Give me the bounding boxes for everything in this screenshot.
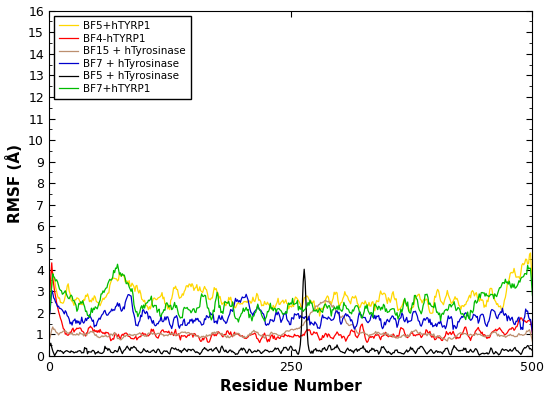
- BF7 + hTyrosinase: [47, 312, 53, 316]
- BF4-hTYRP1: [48, 260, 55, 265]
- X-axis label: Residue Number: Residue Number: [220, 380, 361, 394]
- BF7+hTYRP1: [114, 262, 121, 267]
- Line: BF4-hTYRP1: BF4-hTYRP1: [50, 263, 532, 342]
- BF5 + hTyrosinase: [51, 353, 58, 358]
- BF5 + hTyrosinase: [529, 348, 536, 353]
- BF4-hTYRP1: [529, 332, 536, 336]
- Line: BF15 + hTyrosinase: BF15 + hTyrosinase: [50, 300, 532, 342]
- BF5 + hTyrosinase: [301, 267, 307, 272]
- BF4-hTYRP1: [444, 331, 450, 336]
- BF15 + hTyrosinase: [276, 333, 282, 338]
- BF7+hTYRP1: [310, 305, 316, 310]
- BF7+hTYRP1: [280, 312, 287, 316]
- BF15 + hTyrosinase: [322, 298, 329, 303]
- BF5+hTYRP1: [529, 285, 536, 290]
- BF5+hTYRP1: [47, 311, 53, 316]
- BF4-hTYRP1: [256, 340, 263, 345]
- BF5 + hTyrosinase: [519, 348, 526, 353]
- BF5 + hTyrosinase: [47, 343, 53, 348]
- BF15 + hTyrosinase: [47, 336, 53, 340]
- BF5+hTYRP1: [335, 298, 342, 303]
- BF7+hTYRP1: [47, 308, 53, 312]
- BF5+hTYRP1: [527, 251, 534, 256]
- BF7+hTYRP1: [278, 308, 284, 313]
- BF7+hTYRP1: [529, 293, 536, 298]
- BF4-hTYRP1: [310, 332, 316, 336]
- BF7 + hTyrosinase: [519, 325, 525, 330]
- BF5+hTYRP1: [307, 298, 314, 303]
- BF4-hTYRP1: [47, 289, 53, 294]
- BF5 + hTyrosinase: [277, 350, 283, 354]
- BF5+hTYRP1: [316, 314, 323, 318]
- BF7+hTYRP1: [235, 320, 241, 324]
- Legend: BF5+hTYRP1, BF4-hTYRP1, BF15 + hTyrosinase, BF7 + hTyrosinase, BF5 + hTyrosinase: BF5+hTYRP1, BF4-hTYRP1, BF15 + hTyrosina…: [54, 16, 191, 99]
- BF4-hTYRP1: [280, 334, 287, 339]
- BF15 + hTyrosinase: [279, 332, 285, 337]
- BF7 + hTyrosinase: [309, 321, 315, 326]
- BF5 + hTyrosinase: [444, 346, 450, 350]
- BF7 + hTyrosinase: [277, 315, 283, 320]
- BF5 + hTyrosinase: [310, 351, 316, 356]
- BF5 + hTyrosinase: [336, 346, 342, 351]
- BF7+hTYRP1: [444, 308, 450, 313]
- BF4-hTYRP1: [336, 333, 342, 338]
- BF7 + hTyrosinase: [443, 324, 450, 328]
- Line: BF5 + hTyrosinase: BF5 + hTyrosinase: [50, 269, 532, 356]
- BF4-hTYRP1: [278, 334, 284, 338]
- BF5+hTYRP1: [443, 293, 450, 298]
- BF5+hTYRP1: [519, 263, 525, 268]
- BF7 + hTyrosinase: [279, 316, 286, 320]
- BF15 + hTyrosinase: [529, 339, 536, 344]
- BF5+hTYRP1: [276, 302, 282, 307]
- BF4-hTYRP1: [519, 318, 526, 323]
- BF5 + hTyrosinase: [279, 348, 286, 352]
- BF7+hTYRP1: [336, 303, 342, 308]
- BF15 + hTyrosinase: [335, 311, 342, 316]
- BF7 + hTyrosinase: [48, 288, 55, 293]
- BF15 + hTyrosinase: [443, 338, 450, 343]
- Y-axis label: RMSF (Å): RMSF (Å): [6, 144, 23, 223]
- BF7+hTYRP1: [519, 275, 526, 280]
- Line: BF5+hTYRP1: BF5+hTYRP1: [50, 253, 532, 316]
- Line: BF7+hTYRP1: BF7+hTYRP1: [50, 264, 532, 322]
- Line: BF7 + hTyrosinase: BF7 + hTyrosinase: [50, 290, 532, 332]
- BF7 + hTyrosinase: [335, 311, 342, 316]
- BF15 + hTyrosinase: [307, 310, 314, 315]
- BF15 + hTyrosinase: [519, 332, 525, 337]
- BF5+hTYRP1: [279, 299, 285, 304]
- BF7 + hTyrosinase: [529, 330, 536, 335]
